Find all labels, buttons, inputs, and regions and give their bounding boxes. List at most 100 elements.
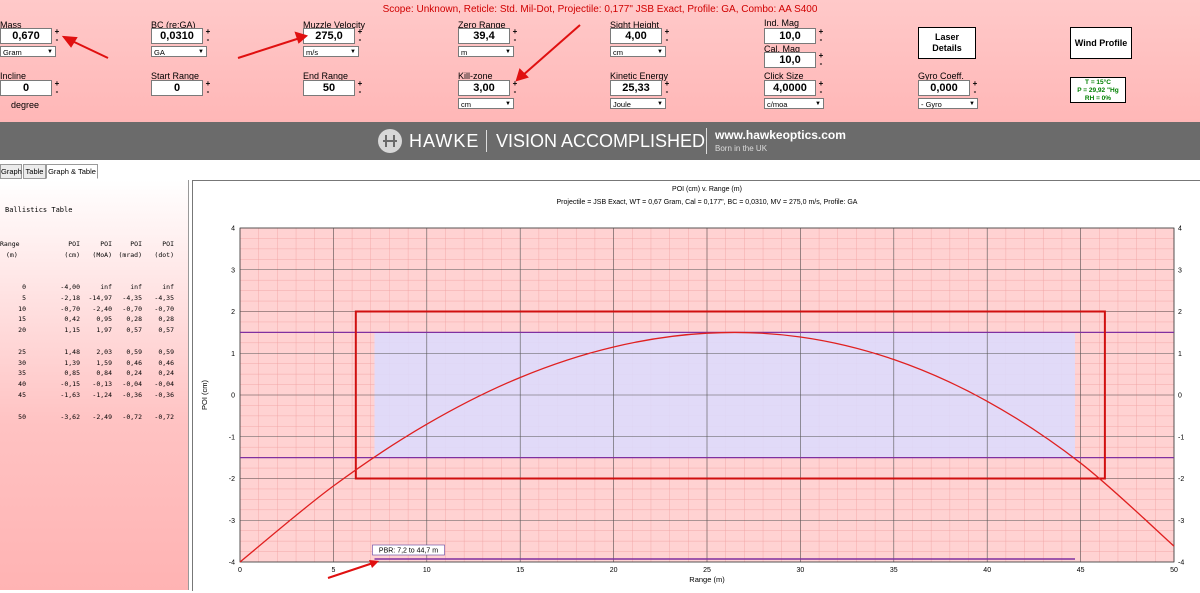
poi-cell: -1,63 <box>50 391 80 399</box>
chart-subtitle: Projectile = JSB Exact, WT = 0,67 Gram, … <box>557 199 858 206</box>
y-tick-label: 3 <box>231 267 235 274</box>
x-tick-label: 50 <box>1170 567 1178 574</box>
range-cell: 50 <box>0 413 26 421</box>
poi-cell: 1,59 <box>82 359 112 367</box>
range-cell: 20 <box>0 326 26 334</box>
tab-graph-and-table[interactable]: Graph & Table <box>46 164 98 179</box>
poi-cell: 0,28 <box>112 315 142 323</box>
poi-cell: 1,97 <box>82 326 112 334</box>
x-axis-label: Range (m) <box>689 575 725 584</box>
website-link[interactable]: www.hawkeoptics.com <box>715 128 846 142</box>
poi-cell: -2,40 <box>82 305 112 313</box>
poi-cell: -4,00 <box>50 283 80 291</box>
poi-cell: 0,42 <box>50 315 80 323</box>
chart-title: POI (cm) v. Range (m) <box>672 186 742 193</box>
x-tick-label: 0 <box>238 567 242 574</box>
y-tick-label-right: 1 <box>1178 351 1182 358</box>
column-header: POI <box>50 240 80 248</box>
y-tick-label-right: 2 <box>1178 309 1182 316</box>
poi-cell: -0,36 <box>112 391 142 399</box>
range-cell: 35 <box>0 369 26 377</box>
poi-cell: 0,46 <box>112 359 142 367</box>
range-cell: 30 <box>0 359 26 367</box>
column-unit: (dot) <box>144 251 174 259</box>
range-cell: 0 <box>0 283 26 291</box>
poi-cell: -0,04 <box>112 380 142 388</box>
poi-cell: -2,18 <box>50 294 80 302</box>
x-tick-label: 30 <box>797 567 805 574</box>
poi-cell: 1,39 <box>50 359 80 367</box>
poi-cell: inf <box>82 283 112 291</box>
poi-cell: 0,28 <box>144 315 174 323</box>
poi-cell: 2,03 <box>82 348 112 356</box>
poi-cell: 0,59 <box>112 348 142 356</box>
range-cell: 5 <box>0 294 26 302</box>
poi-cell: -0,70 <box>112 305 142 313</box>
input-panel: Scope: Unknown, Reticle: Std. Mil-Dot, P… <box>0 0 1200 122</box>
poi-cell: -0,72 <box>112 413 142 421</box>
x-tick-label: 40 <box>983 567 991 574</box>
poi-cell: -0,70 <box>144 305 174 313</box>
x-tick-label: 10 <box>423 567 431 574</box>
hawke-logo-icon <box>377 128 403 154</box>
poi-cell: 0,84 <box>82 369 112 377</box>
y-axis-label: POI (cm) <box>200 380 209 410</box>
x-tick-label: 20 <box>610 567 618 574</box>
poi-cell: -0,36 <box>144 391 174 399</box>
table-title: Ballistics Table <box>5 206 72 214</box>
x-tick-label: 35 <box>890 567 898 574</box>
poi-cell: -4,35 <box>112 294 142 302</box>
y-tick-label: -2 <box>229 476 235 483</box>
annotation-arrows <box>0 0 1200 122</box>
column-header: POI <box>82 240 112 248</box>
poi-cell: 0,24 <box>112 369 142 377</box>
y-tick-label: -4 <box>229 560 235 567</box>
poi-cell: 0,46 <box>144 359 174 367</box>
tab-table[interactable]: Table <box>23 164 46 179</box>
poi-cell: 0,24 <box>144 369 174 377</box>
range-cell: 10 <box>0 305 26 313</box>
poi-cell: -3,62 <box>50 413 80 421</box>
y-tick-label-right: -4 <box>1178 560 1184 567</box>
y-tick-label: 0 <box>231 393 235 400</box>
column-header: Range <box>0 240 30 248</box>
tagline: VISION ACCOMPLISHED <box>496 131 705 152</box>
x-tick-label: 25 <box>703 567 711 574</box>
column-header: POI <box>144 240 174 248</box>
column-unit: (MoA) <box>82 251 112 259</box>
banner-divider <box>486 130 487 152</box>
column-unit: (m) <box>6 251 36 259</box>
y-tick-label-right: -1 <box>1178 434 1184 441</box>
range-cell: 45 <box>0 391 26 399</box>
poi-cell: 0,59 <box>144 348 174 356</box>
poi-cell: -2,49 <box>82 413 112 421</box>
poi-cell: -0,72 <box>144 413 174 421</box>
tab-graph[interactable]: Graph <box>0 164 22 179</box>
range-cell: 25 <box>0 348 26 356</box>
y-tick-label-right: -2 <box>1178 476 1184 483</box>
column-header: POI <box>112 240 142 248</box>
y-tick-label-right: 4 <box>1178 226 1182 233</box>
y-tick-label: -3 <box>229 518 235 525</box>
banner-divider <box>706 128 707 154</box>
y-tick-label: 4 <box>231 226 235 233</box>
poi-cell: 0,57 <box>112 326 142 334</box>
poi-cell: -0,13 <box>82 380 112 388</box>
poi-cell: 0,57 <box>144 326 174 334</box>
poi-cell: -4,35 <box>144 294 174 302</box>
poi-cell: inf <box>112 283 142 291</box>
y-tick-label: -1 <box>229 434 235 441</box>
range-cell: 15 <box>0 315 26 323</box>
poi-cell: inf <box>144 283 174 291</box>
poi-cell: 0,85 <box>50 369 80 377</box>
poi-cell: 1,48 <box>50 348 80 356</box>
annotation-arrowhead <box>369 560 379 568</box>
y-tick-label-right: 0 <box>1178 393 1182 400</box>
origin-note: Born in the UK <box>715 144 767 153</box>
y-tick-label-right: 3 <box>1178 267 1182 274</box>
poi-cell: -14,97 <box>82 294 112 302</box>
poi-cell: -1,24 <box>82 391 112 399</box>
